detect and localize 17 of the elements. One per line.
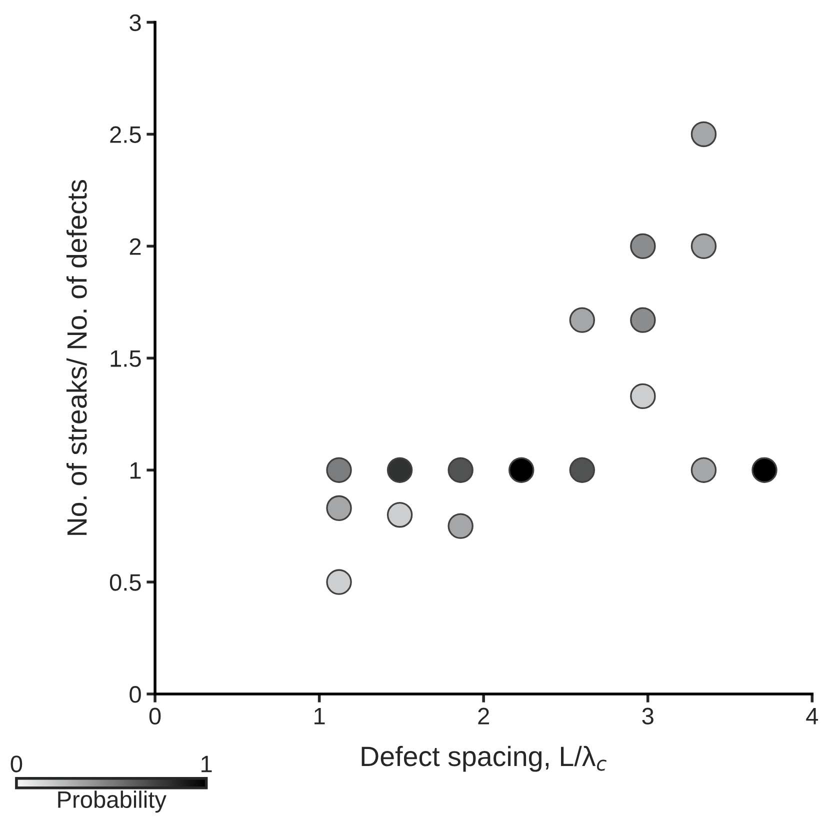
x-axis-title: Defect spacing, L/λ$_{c}$: [362, 746, 606, 772]
color-bar-title: Probability: [58, 790, 166, 813]
y-tick-label: 2: [130, 238, 141, 255]
x-tick-label: 4: [806, 708, 818, 724]
y-axis-title: No. of streaks/ No. of defects: [66, 180, 87, 535]
color-bar-label: 0: [10, 756, 22, 772]
y-tick-label: 1.5: [110, 350, 141, 367]
y-tick-label: 2.5: [110, 126, 141, 144]
y-tick-label: 0.5: [110, 574, 141, 591]
x-tick-label: 3: [642, 708, 654, 725]
x-tick-label: 2: [478, 708, 489, 724]
x-tick-label: 1: [314, 708, 325, 724]
y-tick-label: 3: [130, 14, 141, 32]
color-bar-label: 1: [202, 756, 212, 772]
y-tick-label: 1: [130, 462, 141, 479]
y-tick-label: 0: [130, 686, 141, 703]
x-tick-label: 0: [149, 708, 161, 725]
